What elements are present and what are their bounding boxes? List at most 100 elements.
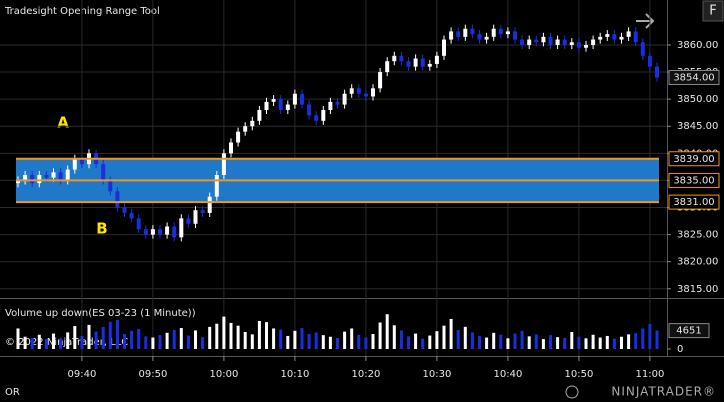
candle-body — [271, 99, 276, 102]
candle-body — [158, 229, 162, 235]
volume-bar — [442, 325, 446, 349]
price-label-box — [668, 151, 720, 167]
candle-body — [115, 191, 120, 208]
volume-bar — [620, 336, 623, 349]
volume-bar — [123, 333, 126, 349]
y-tick-label: 3845.00 — [677, 121, 718, 132]
candle-body — [647, 55, 652, 67]
volume-bar — [634, 333, 638, 349]
candle-body — [406, 61, 411, 67]
candle-body — [143, 229, 148, 235]
volume-bar — [492, 332, 496, 349]
volume-bar — [371, 333, 375, 349]
candle-body — [640, 42, 645, 56]
volume-bar — [23, 336, 27, 349]
volume-bar — [428, 335, 432, 349]
candle-body — [442, 39, 446, 56]
candle-body — [221, 153, 226, 176]
candle-body — [378, 72, 383, 89]
volume-bar — [44, 339, 48, 349]
price-label: 3831.00 — [673, 197, 714, 208]
price-label-box — [668, 194, 720, 210]
candle-body — [23, 175, 28, 181]
candle-body — [72, 158, 77, 170]
candle-body — [136, 218, 141, 230]
x-tick-label: 10:20 — [351, 369, 380, 380]
volume-bar — [151, 337, 155, 349]
volume-title: Volume up down(ES 03-23 (1 Minute)) — [5, 308, 196, 319]
candle-body — [456, 31, 461, 37]
candle-body — [363, 93, 368, 97]
candle-body — [548, 36, 553, 45]
volume-bar — [478, 335, 481, 349]
volume-bar — [73, 326, 77, 349]
volume-bar — [108, 321, 112, 349]
price-label: 3839.00 — [673, 154, 714, 165]
x-tick-label: 09:50 — [138, 369, 167, 380]
candle-body — [591, 39, 596, 45]
volume-bar — [470, 332, 474, 349]
candle-body — [598, 36, 603, 40]
volume-bar — [144, 336, 148, 349]
volume-bar — [598, 337, 602, 349]
candle-body — [292, 93, 297, 105]
candle-body — [101, 164, 106, 181]
candle-body — [449, 31, 454, 40]
volume-bar — [115, 319, 119, 349]
volume-bar — [80, 335, 84, 349]
price-label-box — [668, 69, 720, 85]
candle-body — [541, 36, 546, 43]
volume-bar — [194, 330, 197, 349]
arrow-icon[interactable] — [636, 13, 655, 29]
volume-bar — [343, 331, 347, 349]
volume-bar — [314, 332, 318, 349]
x-tick-label: 09:40 — [67, 369, 96, 380]
volume-bar — [499, 334, 503, 349]
candle-body — [165, 226, 170, 235]
volume-bar — [563, 337, 567, 349]
candle-body — [513, 31, 517, 40]
y-tick-label: 0 — [677, 344, 683, 355]
candle-body — [584, 44, 588, 48]
logo-icon — [565, 385, 579, 399]
volume-bar — [357, 334, 361, 349]
candle-body — [129, 212, 134, 219]
x-tick-label: 10:50 — [564, 369, 593, 380]
candle-body — [200, 210, 205, 213]
candle-body — [413, 58, 418, 67]
volume-bar — [257, 320, 261, 349]
volume-bar — [293, 330, 297, 349]
candle-body — [612, 34, 617, 40]
volume-bar — [37, 334, 41, 349]
candle-body — [314, 115, 319, 121]
candle-body — [342, 93, 347, 105]
volume-bar — [407, 336, 410, 349]
price-label-box — [668, 172, 720, 188]
candle-body — [186, 218, 191, 224]
volume-bar — [435, 331, 439, 349]
candle-body — [385, 61, 390, 73]
logo: NINJATRADER® — [611, 385, 716, 399]
candle-body — [300, 93, 304, 105]
price-label: 3835.00 — [673, 175, 714, 186]
volume-bar — [66, 332, 70, 349]
candle-body — [392, 55, 397, 62]
candle-body — [619, 36, 624, 40]
y-tick-label: 3825.00 — [677, 230, 718, 241]
candle-body — [51, 172, 56, 178]
volume-bar — [364, 337, 368, 349]
volume-bar — [605, 335, 609, 349]
volume-bar — [399, 330, 403, 349]
volume-bar — [321, 335, 325, 349]
y-tick-label: 3815.00 — [677, 284, 718, 295]
volume-bar — [158, 335, 162, 349]
volume-bar — [222, 316, 226, 349]
volume-bar — [378, 322, 382, 349]
menu-button-label[interactable]: F — [709, 4, 716, 19]
volume-bar — [385, 314, 389, 349]
candle-body — [505, 31, 510, 35]
candle-body — [356, 88, 361, 94]
menu-button[interactable] — [702, 0, 724, 22]
volume-bar — [584, 338, 588, 349]
